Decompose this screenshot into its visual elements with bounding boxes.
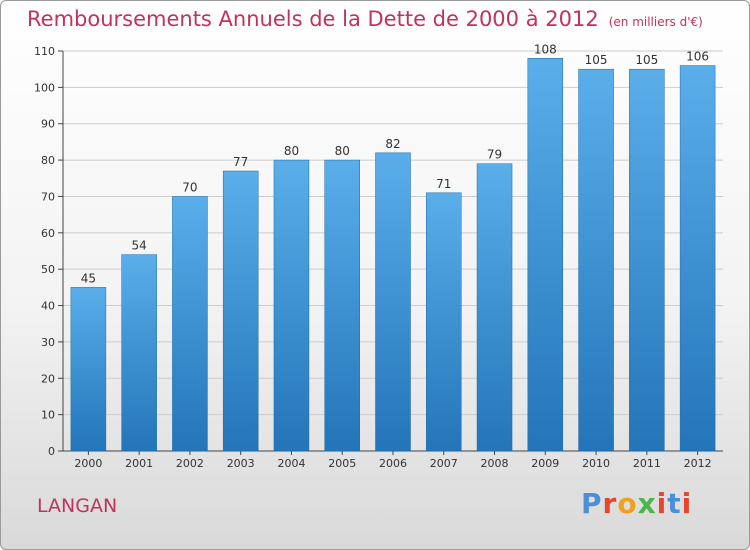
- logo-letter: P: [581, 487, 603, 520]
- bar-value-label: 77: [233, 155, 248, 169]
- bar: [121, 254, 157, 452]
- bar: [527, 58, 564, 452]
- bar-value-label: 80: [284, 144, 299, 158]
- chart-title: Remboursements Annuels de la Dette de 20…: [27, 7, 703, 31]
- bar-value-label: 70: [182, 180, 197, 194]
- chart-title-text: Remboursements Annuels de la Dette de 20…: [27, 7, 599, 31]
- x-tick-label: 2012: [684, 457, 712, 470]
- bar-value-label: 45: [81, 271, 96, 285]
- x-tick-label: 2003: [227, 457, 255, 470]
- bar: [324, 159, 360, 452]
- logo-letter: i: [656, 487, 668, 520]
- logo-letter: i: [681, 487, 693, 520]
- bar-value-label: 54: [132, 239, 147, 253]
- bars: [70, 58, 716, 452]
- bar: [273, 159, 310, 452]
- bar: [172, 196, 208, 452]
- x-tick-label: 2009: [531, 457, 559, 470]
- x-tick-label: 2006: [379, 457, 407, 470]
- y-tick-label: 90: [41, 118, 55, 131]
- bar: [70, 287, 107, 452]
- bar-value-label: 105: [585, 53, 608, 67]
- bar: [476, 163, 513, 452]
- y-tick-label: 10: [41, 409, 55, 422]
- proxiti-logo: Proxiti: [581, 487, 692, 520]
- bar-value-label: 82: [385, 137, 400, 151]
- x-tick-label: 2011: [633, 457, 661, 470]
- x-tick-label: 2007: [430, 457, 458, 470]
- y-tick-label: 0: [48, 445, 55, 458]
- x-tick-label: 2005: [328, 457, 356, 470]
- y-tick-label: 30: [41, 336, 55, 349]
- logo-letter: o: [617, 487, 638, 520]
- bar: [629, 68, 665, 452]
- y-tick-label: 60: [41, 227, 55, 240]
- y-tick-label: 20: [41, 372, 55, 385]
- logo-letter: x: [637, 487, 657, 520]
- bar-value-label: 71: [436, 177, 451, 191]
- x-tick-label: 2004: [277, 457, 305, 470]
- town-name: LANGAN: [37, 495, 118, 517]
- bar: [426, 192, 462, 452]
- y-tick-label: 50: [41, 263, 55, 276]
- y-tick-label: 110: [34, 45, 55, 58]
- x-tick-label: 2000: [74, 457, 102, 470]
- x-tick-label: 2008: [481, 457, 509, 470]
- bar-value-label: 106: [686, 50, 709, 64]
- bar-value-label: 80: [335, 144, 350, 158]
- bar-value-label: 108: [534, 42, 557, 56]
- x-tick-label: 2010: [582, 457, 610, 470]
- y-tick-label: 100: [34, 81, 55, 94]
- bar: [679, 65, 716, 452]
- y-tick-label: 80: [41, 154, 55, 167]
- logo-letter: r: [602, 487, 618, 520]
- bar: [578, 68, 614, 452]
- logo-letter: t: [667, 487, 682, 520]
- bar: [222, 170, 259, 452]
- y-tick-label: 40: [41, 300, 55, 313]
- y-tick-label: 70: [41, 190, 55, 203]
- x-tick-label: 2001: [125, 457, 153, 470]
- bar-value-label: 105: [635, 53, 658, 67]
- labels: 45 2000 54 2001 70 2002 77 2003 80 2004 80 2005 82 20…: [74, 42, 711, 470]
- x-tick-label: 2002: [176, 457, 204, 470]
- bar-value-label: 79: [487, 148, 502, 162]
- chart-unit: (en milliers d'€): [608, 15, 703, 29]
- bar: [375, 152, 411, 452]
